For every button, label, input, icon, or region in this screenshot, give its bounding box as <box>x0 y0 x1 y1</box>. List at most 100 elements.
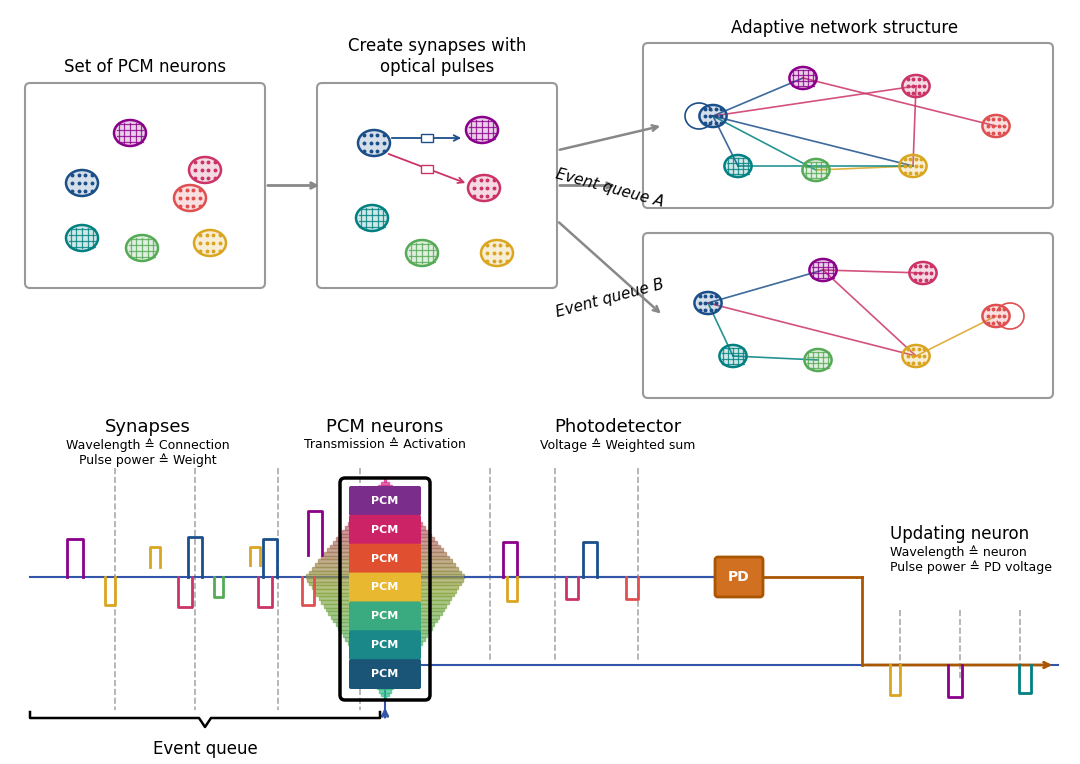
Polygon shape <box>307 578 463 581</box>
Ellipse shape <box>805 349 832 371</box>
Text: Wavelength ≙ Connection: Wavelength ≙ Connection <box>66 438 230 452</box>
FancyBboxPatch shape <box>643 233 1053 398</box>
Ellipse shape <box>66 170 98 196</box>
Polygon shape <box>353 515 417 519</box>
Ellipse shape <box>356 205 388 231</box>
Polygon shape <box>326 549 443 552</box>
Ellipse shape <box>66 225 98 251</box>
Polygon shape <box>369 674 401 678</box>
Polygon shape <box>365 667 405 670</box>
Polygon shape <box>306 575 464 578</box>
Text: PCM: PCM <box>372 554 399 564</box>
FancyBboxPatch shape <box>318 83 557 288</box>
Polygon shape <box>374 681 396 685</box>
Polygon shape <box>334 619 436 623</box>
Ellipse shape <box>481 240 513 266</box>
Ellipse shape <box>465 117 498 143</box>
Polygon shape <box>356 511 414 515</box>
Polygon shape <box>383 478 387 481</box>
Polygon shape <box>367 670 403 674</box>
Ellipse shape <box>900 155 927 177</box>
Text: PCM: PCM <box>372 496 399 506</box>
Text: Transmission ≙ Activation: Transmission ≙ Activation <box>305 438 465 451</box>
Ellipse shape <box>189 157 221 183</box>
Polygon shape <box>365 500 404 504</box>
Polygon shape <box>378 485 392 489</box>
Polygon shape <box>345 526 426 529</box>
Polygon shape <box>321 555 449 559</box>
FancyBboxPatch shape <box>349 572 421 603</box>
Text: PCM: PCM <box>372 525 399 535</box>
Ellipse shape <box>909 262 936 284</box>
Text: PCM: PCM <box>372 611 399 621</box>
Polygon shape <box>363 504 407 507</box>
Polygon shape <box>314 563 456 567</box>
Polygon shape <box>333 541 437 545</box>
Text: Wavelength ≙ neuron: Wavelength ≙ neuron <box>890 545 1027 558</box>
Ellipse shape <box>174 185 206 211</box>
Polygon shape <box>350 645 420 648</box>
Ellipse shape <box>700 105 727 127</box>
FancyBboxPatch shape <box>349 515 421 545</box>
FancyBboxPatch shape <box>715 557 762 597</box>
FancyBboxPatch shape <box>349 659 421 689</box>
FancyBboxPatch shape <box>421 164 433 173</box>
Text: Adaptive network structure: Adaptive network structure <box>731 19 959 37</box>
FancyBboxPatch shape <box>25 83 265 288</box>
Polygon shape <box>339 533 431 537</box>
Polygon shape <box>324 604 446 607</box>
Text: Event queue: Event queue <box>152 740 257 758</box>
Polygon shape <box>336 623 434 626</box>
Polygon shape <box>362 663 408 667</box>
Polygon shape <box>360 659 410 663</box>
Text: PD: PD <box>728 570 750 584</box>
Ellipse shape <box>719 345 746 367</box>
FancyBboxPatch shape <box>349 601 421 631</box>
Polygon shape <box>342 633 427 637</box>
Polygon shape <box>309 581 461 585</box>
Polygon shape <box>324 552 446 555</box>
Polygon shape <box>336 537 434 541</box>
Ellipse shape <box>725 155 752 177</box>
Polygon shape <box>357 656 413 659</box>
Ellipse shape <box>194 230 226 256</box>
Polygon shape <box>348 641 422 645</box>
Polygon shape <box>352 648 418 652</box>
FancyBboxPatch shape <box>349 544 421 574</box>
Polygon shape <box>372 493 399 497</box>
FancyBboxPatch shape <box>349 486 421 516</box>
Ellipse shape <box>983 305 1010 327</box>
FancyBboxPatch shape <box>643 43 1053 208</box>
Ellipse shape <box>357 130 390 156</box>
Ellipse shape <box>903 345 930 367</box>
Ellipse shape <box>126 235 158 261</box>
Text: Event queue A: Event queue A <box>554 167 665 209</box>
Ellipse shape <box>114 120 146 146</box>
Polygon shape <box>328 611 442 615</box>
Text: Photodetector: Photodetector <box>554 418 681 436</box>
Polygon shape <box>318 559 453 563</box>
Polygon shape <box>360 507 410 511</box>
Text: Synapses: Synapses <box>105 418 191 436</box>
Polygon shape <box>338 626 432 630</box>
Text: Create synapses with
optical pulses: Create synapses with optical pulses <box>348 37 526 76</box>
Ellipse shape <box>789 67 816 89</box>
Text: Set of PCM neurons: Set of PCM neurons <box>64 58 226 76</box>
Polygon shape <box>319 597 451 600</box>
Polygon shape <box>341 529 429 533</box>
Polygon shape <box>330 615 440 619</box>
Polygon shape <box>368 497 402 500</box>
Polygon shape <box>312 567 458 571</box>
Polygon shape <box>312 585 458 589</box>
Ellipse shape <box>802 159 829 181</box>
Ellipse shape <box>468 175 500 201</box>
Text: Event queue B: Event queue B <box>554 277 665 319</box>
Polygon shape <box>380 481 390 485</box>
Text: PCM: PCM <box>372 640 399 650</box>
Polygon shape <box>375 489 395 493</box>
Polygon shape <box>383 696 387 700</box>
FancyBboxPatch shape <box>420 134 432 142</box>
Text: PCM: PCM <box>372 669 399 679</box>
Text: PCM neurons: PCM neurons <box>326 418 444 436</box>
Polygon shape <box>321 600 449 604</box>
